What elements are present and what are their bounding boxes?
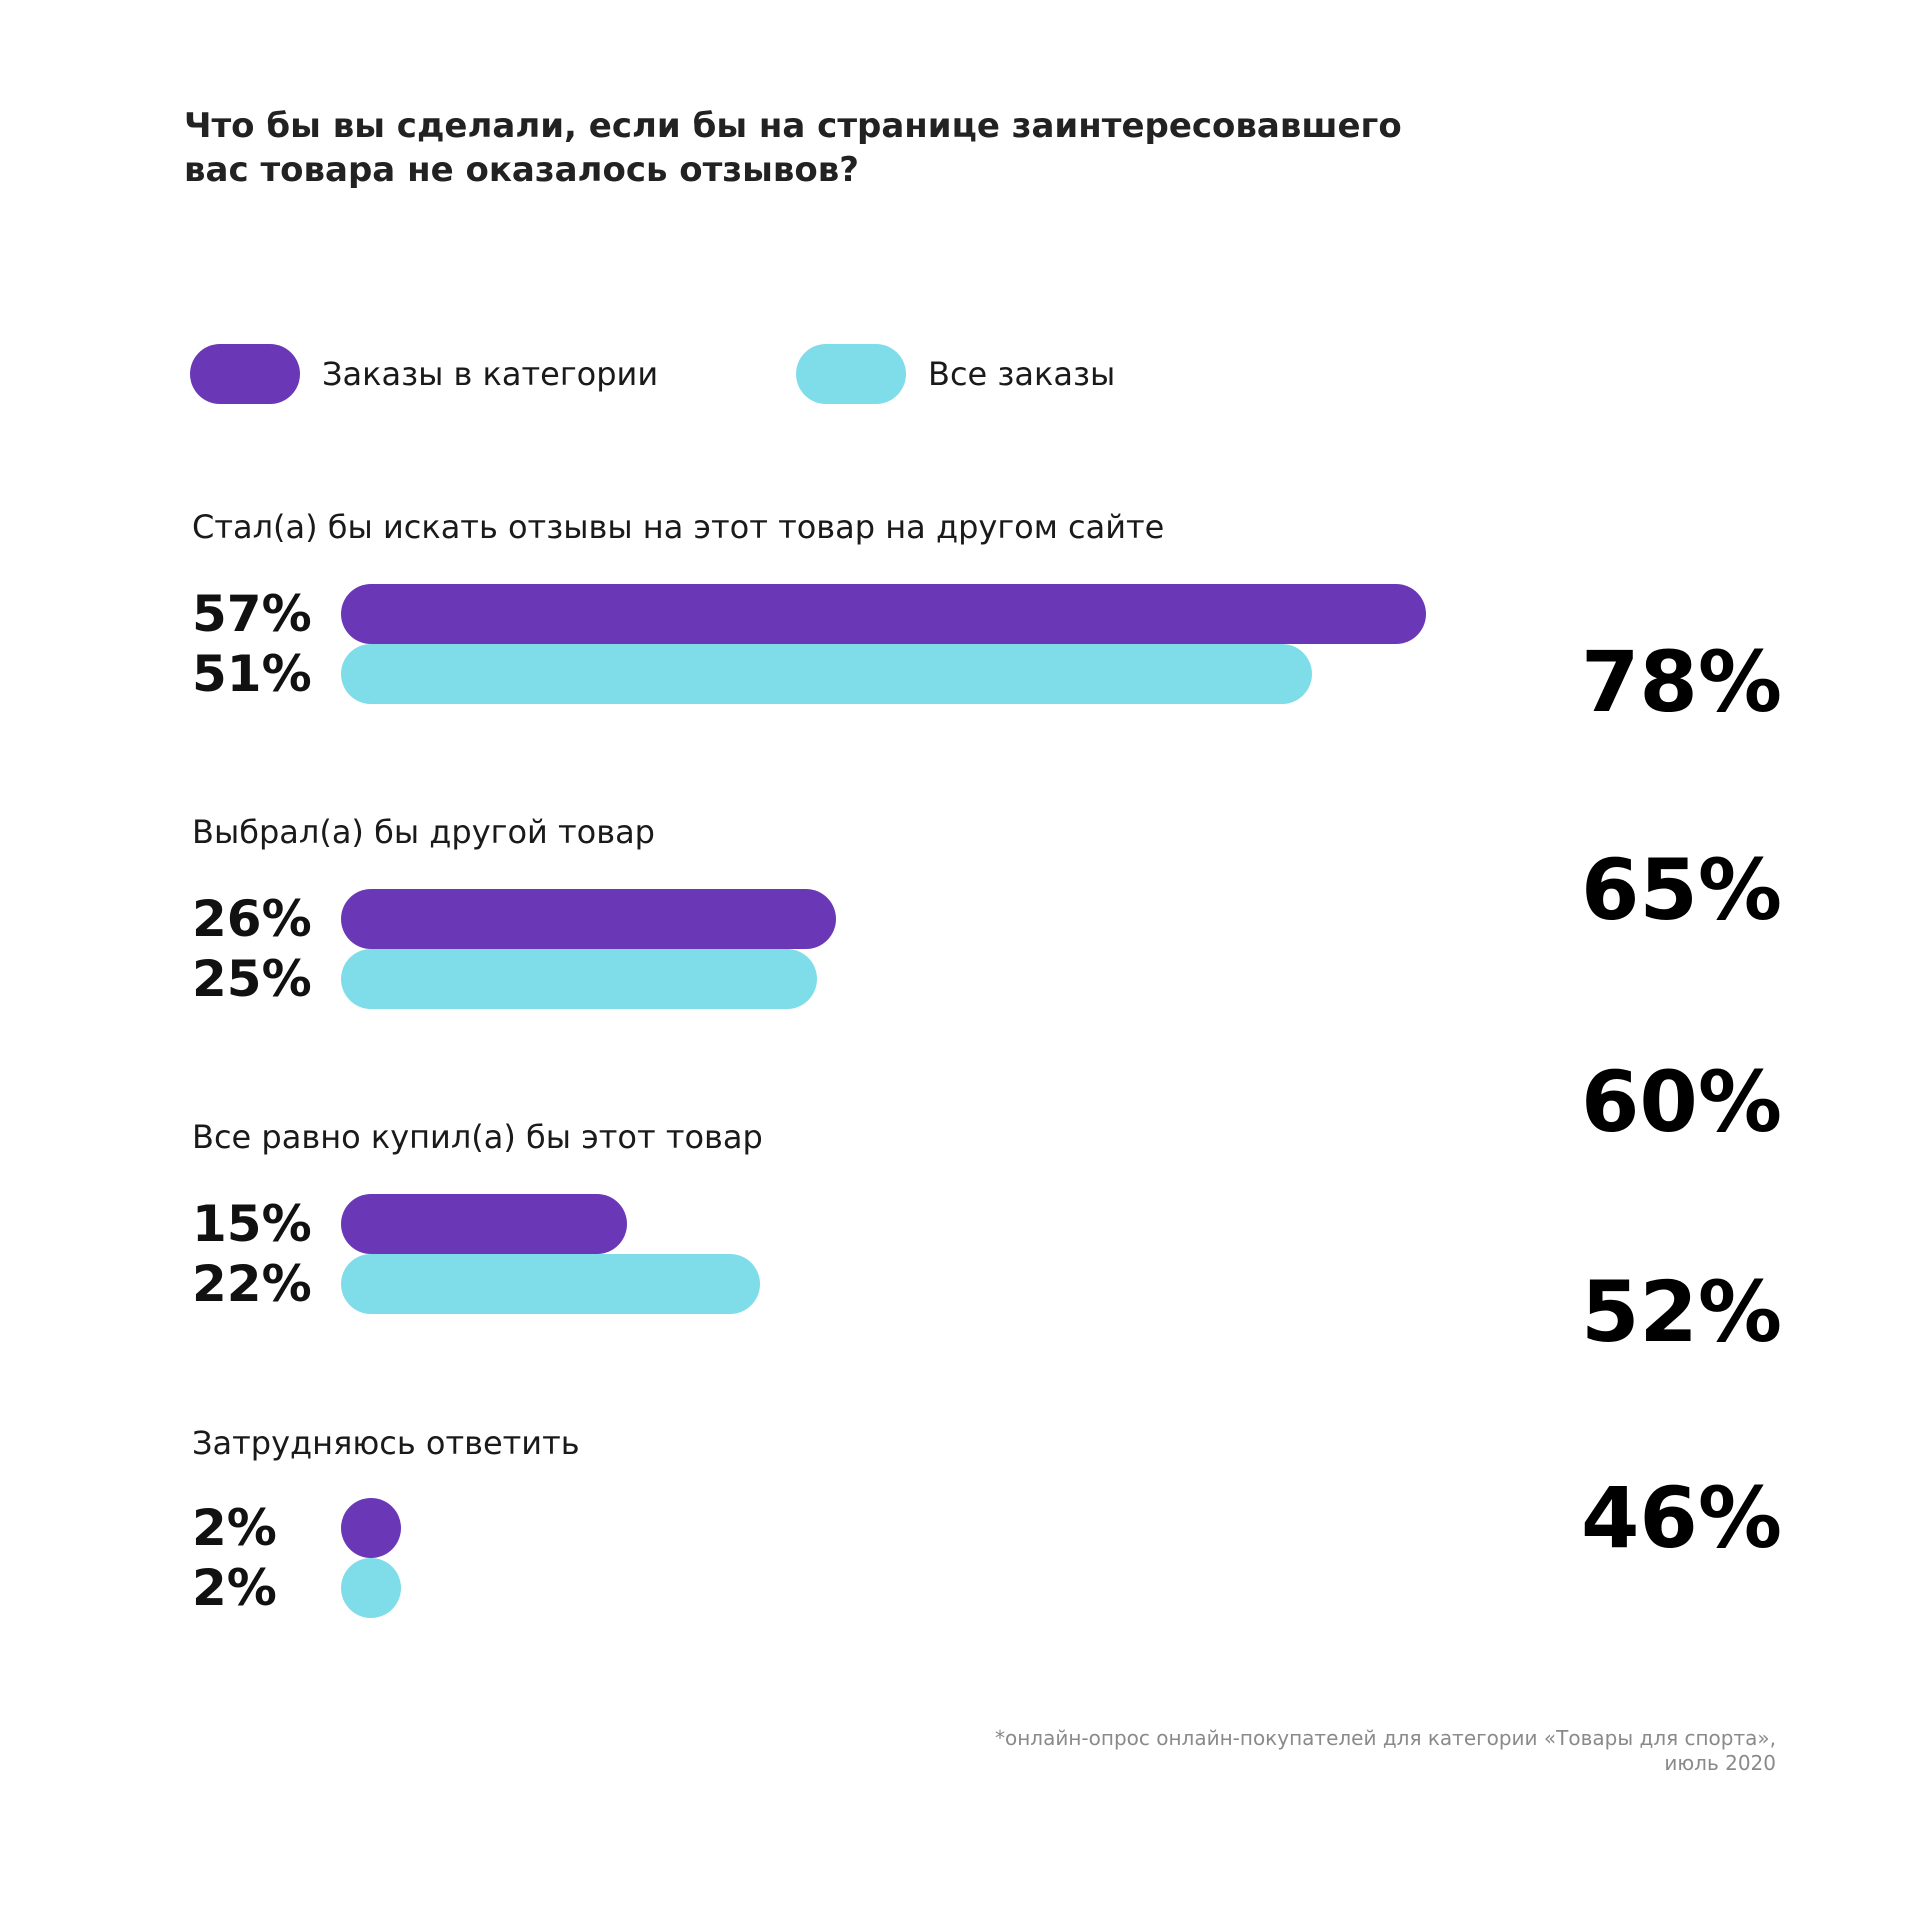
value-label-category: 15% — [192, 1195, 312, 1253]
bar-all — [341, 1254, 760, 1314]
big-percentage: 60% — [1580, 1053, 1782, 1151]
question-label: Затрудняюсь ответить — [192, 1424, 580, 1462]
bar-category — [341, 889, 836, 949]
legend-item-category: Заказы в категории — [190, 344, 658, 404]
legend-item-all: Все заказы — [796, 344, 1115, 404]
value-label-category: 57% — [192, 585, 312, 643]
value-label-all: 22% — [192, 1255, 312, 1313]
bar-category — [341, 1498, 401, 1558]
question-label: Все равно купил(а) бы этот товар — [192, 1118, 763, 1156]
bar-category — [341, 584, 1426, 644]
value-label-category: 2% — [192, 1499, 277, 1557]
big-percentage: 78% — [1580, 633, 1782, 731]
big-percentage: 52% — [1580, 1263, 1782, 1361]
question-label: Выбрал(а) бы другой товар — [192, 813, 655, 851]
big-percentage: 46% — [1580, 1469, 1782, 1567]
value-label-all: 51% — [192, 645, 312, 703]
chart-title-line-1: Что бы вы сделали, если бы на странице з… — [184, 106, 1402, 146]
big-percentage: 65% — [1580, 841, 1782, 939]
chart-title: Что бы вы сделали, если бы на странице з… — [184, 104, 1584, 192]
chart-title-line-2: вас товара не оказалось отзывов? — [184, 150, 859, 190]
question-label: Стал(а) бы искать отзывы на этот товар н… — [192, 508, 1165, 546]
bar-all — [341, 949, 817, 1009]
bar-all — [341, 1558, 401, 1618]
bar-all — [341, 644, 1312, 704]
legend-label-all: Все заказы — [928, 355, 1116, 393]
legend-label-category: Заказы в категории — [322, 355, 659, 393]
footnote-line-1: *онлайн-опрос онлайн-покупателей для кат… — [994, 1726, 1776, 1750]
value-label-all: 2% — [192, 1559, 277, 1617]
footnote-line-2: июль 2020 — [1664, 1751, 1776, 1775]
legend-swatch-all — [796, 344, 906, 404]
footnote: *онлайн-опрос онлайн-покупателей для кат… — [876, 1726, 1776, 1776]
value-label-category: 26% — [192, 890, 312, 948]
legend-swatch-category — [190, 344, 300, 404]
value-label-all: 25% — [192, 950, 312, 1008]
bar-category — [341, 1194, 627, 1254]
